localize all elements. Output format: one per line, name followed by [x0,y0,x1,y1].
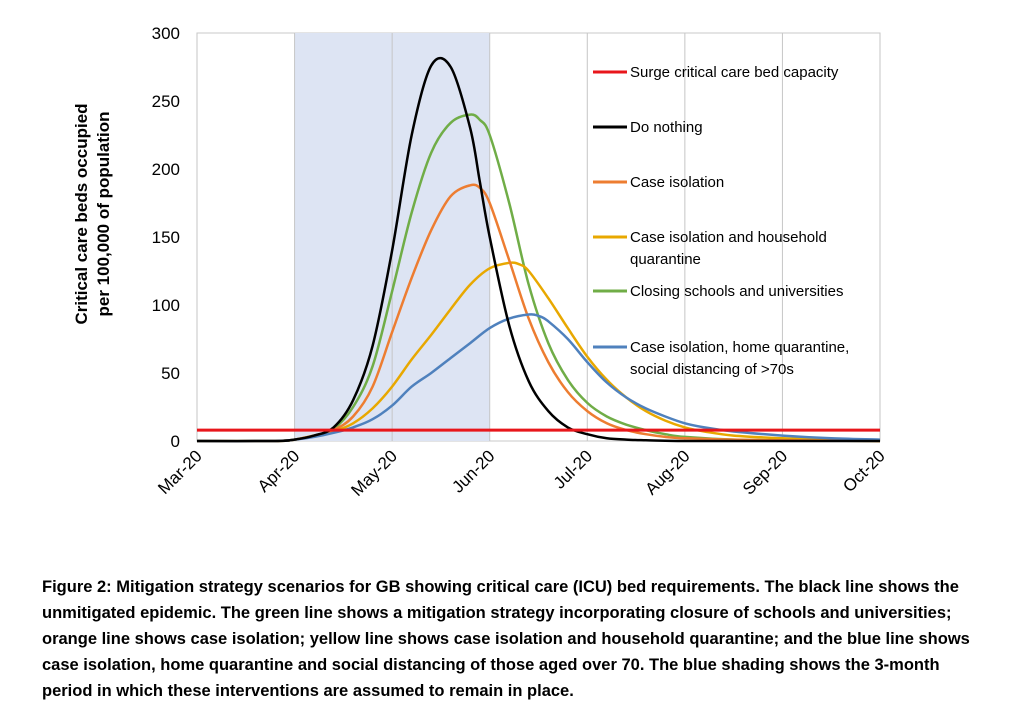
y-tick-label-50: 50 [161,364,180,383]
x-tick-label-sep-20: Sep-20 [739,446,791,498]
y-tick-label-300: 300 [152,24,180,43]
legend-label-line: quarantine [630,251,701,268]
legend-label-line: Case isolation and household [630,229,827,246]
series-line-do-nothing [196,56,880,443]
series-line-closing-schools-and-universities [196,113,881,443]
x-tick-label-aug-20: Aug-20 [641,446,693,498]
x-tick-label-jul-20: Jul-20 [550,446,596,492]
chart: 0 50 100 150 200 250 300 Mar-20 Apr-20 May-20 Jun-… [72,24,889,500]
legend-label-case-isolation-and-household-quarantine: Case isolation and household quarantine [630,229,827,268]
x-tick-label-mar-20: Mar-20 [154,446,206,498]
legend-label-line: Closing schools and universities [630,283,843,300]
series-line-case-isolation [196,183,881,443]
legend-label-case-isolation-home-quarantine-social-distancing-of-70s: Case isolation, home quarantine, social d… [630,339,849,378]
legend-label-line: Case isolation, home quarantine, [630,339,849,356]
x-tick-label-oct-20: Oct-20 [839,446,889,496]
legend-label-line: social distancing of >70s [630,361,794,378]
x-tick-label-may-20: May-20 [347,446,401,500]
legend-label-do-nothing: Do nothing [630,119,703,136]
figure-caption: Figure 2: Mitigation strategy scenarios … [42,578,970,700]
y-tick-label-200: 200 [152,160,180,179]
x-tick-label-apr-20: Apr-20 [254,446,304,496]
legend-label-line: Surge critical care bed capacity [630,64,839,81]
legend-label-case-isolation: Case isolation [630,174,724,191]
y-tick-label-100: 100 [152,296,180,315]
y-axis-title-line-1: Critical care beds occupied [72,103,91,324]
legend-label-closing-schools-and-universities: Closing schools and universities [630,283,843,300]
y-tick-label-150: 150 [152,228,180,247]
legend-label-surge-critical-care-bed-capacity: Surge critical care bed capacity [630,64,839,81]
y-tick-label-0: 0 [171,432,180,451]
y-axis-title-line-2: per 100,000 of population [94,112,113,317]
legend-label-line: Do nothing [630,119,703,136]
x-tick-label-jun-20: Jun-20 [448,446,498,496]
legend-label-line: Case isolation [630,174,724,191]
y-tick-label-250: 250 [152,92,180,111]
